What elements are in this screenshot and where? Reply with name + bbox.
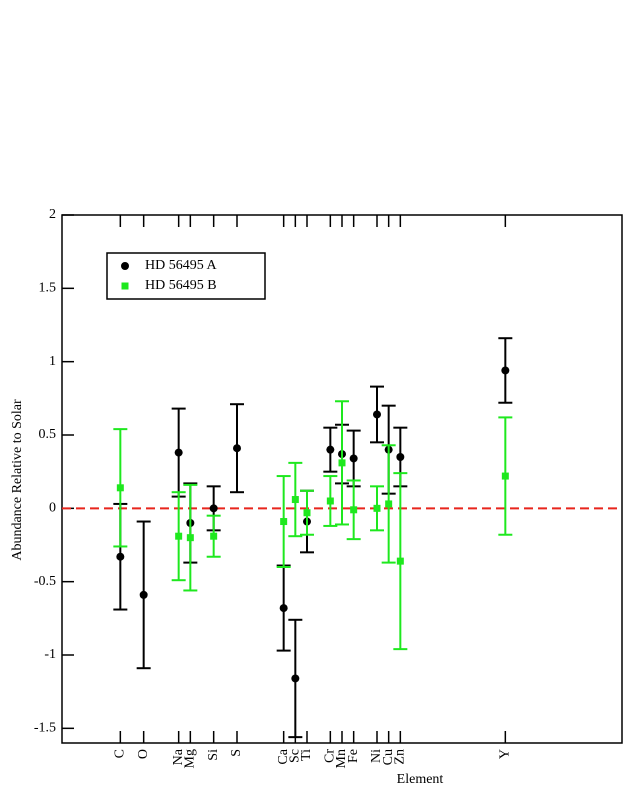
y-tick-label: 1 [49,354,56,369]
data-point [186,534,194,542]
x-tick-label: Ti [299,749,314,761]
data-point [291,674,300,683]
data-point [174,448,183,457]
legend-marker [121,262,129,270]
x-tick-label: Fe [346,749,361,763]
legend-marker [121,282,129,290]
x-tick-label: Mn [334,749,349,768]
data-point [175,532,183,540]
data-point [303,509,311,517]
y-tick-label: -1.5 [34,721,56,736]
y-tick-label: 1.5 [39,281,57,296]
data-point [139,590,148,599]
data-point [373,410,381,419]
legend-box [106,252,266,300]
data-point [326,445,335,454]
x-tick-label: Ni [369,749,384,763]
x-tick-label: O [136,749,151,759]
x-tick-label: Si [206,749,221,761]
data-point [396,557,404,565]
data-point [280,518,288,526]
x-tick-label: Mg [183,749,198,768]
data-point [279,604,288,613]
x-tick-label: S [229,749,244,757]
x-tick-label: Zn [393,749,408,765]
data-point [233,444,241,453]
y-tick-label: 0.5 [39,427,57,442]
data-point [116,552,125,561]
legend-label: HD 56495 B [145,278,217,293]
y-tick-label: 0 [49,501,56,516]
data-point [349,454,358,463]
data-point [396,453,405,461]
legend-label: HD 56495 A [145,258,217,273]
data-point [210,532,218,540]
data-point [116,484,124,492]
data-point [501,472,509,480]
x-tick-label: Na [171,748,186,765]
y-axis-label: Abundance Relative to Solar [10,399,25,561]
data-point [373,504,381,512]
x-tick-label: Cu [381,749,396,765]
x-tick-label: C [113,749,128,758]
data-point [350,506,358,514]
data-point [501,366,510,375]
data-point [209,504,218,513]
y-tick-label: 2 [49,207,56,222]
x-tick-label: Sc [288,749,303,763]
x-tick-label: Cr [323,749,338,763]
data-point [385,500,393,508]
x-tick-label: Y [498,749,513,759]
y-tick-label: -0.5 [34,574,56,589]
x-tick-label: Ca [276,748,291,764]
y-tick-label: -1 [44,647,56,662]
x-axis-label: Element [397,772,444,787]
data-point [326,497,334,505]
data-point [338,459,346,467]
data-point [291,496,299,504]
